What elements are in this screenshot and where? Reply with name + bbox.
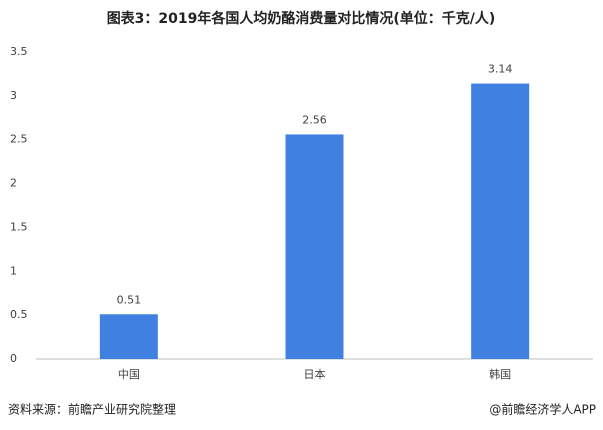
y-tick-label: 0 xyxy=(10,352,17,365)
bar xyxy=(471,83,530,359)
x-tick-label: 韩国 xyxy=(489,367,511,381)
value-label: 3.14 xyxy=(488,63,513,76)
value-label: 0.51 xyxy=(117,293,142,306)
y-tick-label: 1 xyxy=(10,264,17,277)
y-tick-label: 3.5 xyxy=(10,45,28,58)
value-label: 2.56 xyxy=(302,113,327,126)
bar xyxy=(285,134,344,359)
y-tick-label: 1.5 xyxy=(10,220,28,233)
credit: @前瞻经济学人APP xyxy=(489,402,596,417)
x-tick-label: 日本 xyxy=(304,367,326,381)
y-tick-label: 3 xyxy=(10,89,17,102)
y-tick-label: 2 xyxy=(10,177,17,190)
x-tick-label: 中国 xyxy=(118,368,140,381)
bar xyxy=(99,314,158,359)
y-tick-label: 0.5 xyxy=(10,308,28,321)
y-tick-label: 2.5 xyxy=(10,133,28,146)
chart-title: 图表3：2019年各国人均奶酪消费量对比情况(单位：千克/人) xyxy=(107,10,496,27)
source-note: 资料来源：前瞻产业研究院整理 xyxy=(8,402,176,417)
